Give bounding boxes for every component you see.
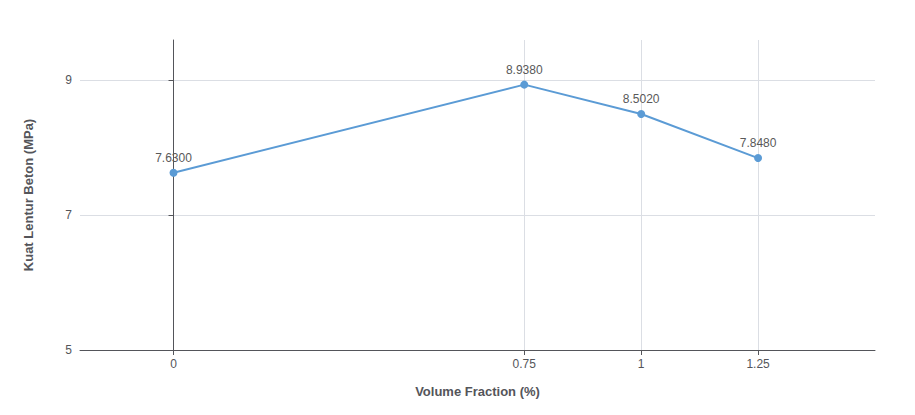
svg-text:5: 5	[65, 343, 72, 357]
svg-text:0: 0	[170, 357, 177, 371]
svg-text:8.9380: 8.9380	[506, 63, 543, 77]
svg-text:1.25: 1.25	[746, 357, 770, 371]
svg-text:8.5020: 8.5020	[623, 92, 660, 106]
svg-text:7.8480: 7.8480	[740, 136, 777, 150]
svg-text:Volume Fraction (%): Volume Fraction (%)	[415, 384, 540, 399]
svg-text:7.6300: 7.6300	[155, 151, 192, 165]
svg-text:0.75: 0.75	[513, 357, 537, 371]
svg-text:1: 1	[638, 357, 645, 371]
svg-text:9: 9	[65, 73, 72, 87]
svg-text:Kuat Lentur Beton (MPa): Kuat Lentur Beton (MPa)	[21, 119, 36, 271]
svg-text:7: 7	[65, 208, 72, 222]
